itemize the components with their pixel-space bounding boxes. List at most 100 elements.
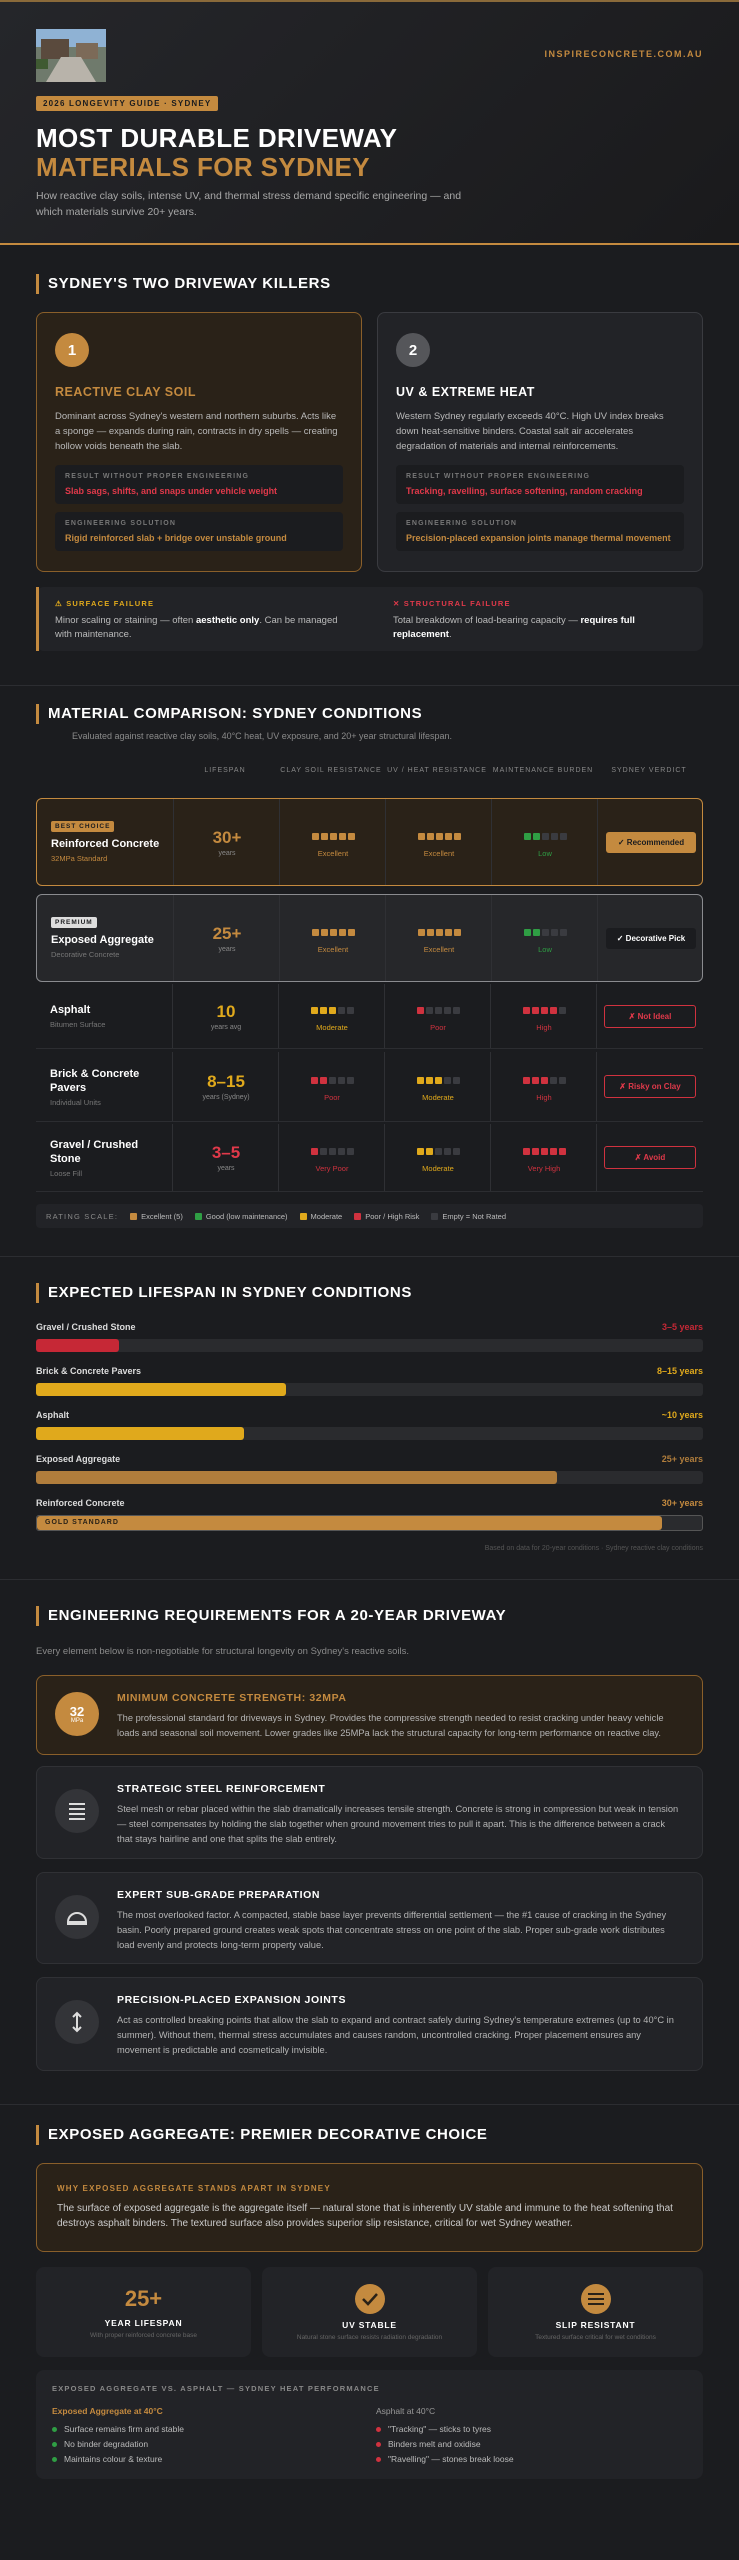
table-row: Gravel / Crushed Stone Loose Fill 3–5 years… [36, 1124, 703, 1192]
maintenance-cell: Low [492, 895, 598, 981]
scale-swatch [299, 1212, 307, 1220]
cell-divider [491, 895, 492, 981]
solution-label: ENGINEERING SOLUTION [65, 520, 177, 527]
icon [55, 1789, 99, 1833]
column-header: CLAY SOIL RESISTANCE [280, 767, 382, 774]
bar-value-label: 8–15 years [656, 1366, 703, 1376]
versus-text: "Tracking" — sticks to tyres [388, 2424, 492, 2434]
bar-track [36, 1471, 703, 1484]
right-title: Asphalt at 40°C [376, 2406, 436, 2416]
rating-squares [416, 1001, 461, 1019]
cell-divider [384, 1052, 385, 1121]
rating-square [310, 1006, 318, 1014]
material-note: Individual Units [50, 1097, 101, 1107]
lifespan-value: 10 [216, 1001, 236, 1021]
rating-square [417, 928, 425, 936]
verdict: ✗ Not Ideal [604, 1004, 696, 1028]
rating-square [320, 928, 328, 936]
scale-item: Poor / High Risk [354, 1212, 419, 1221]
lifespan-value: 30+ [212, 827, 242, 847]
icon-glyph [72, 2011, 82, 2033]
clay-cell: Excellent [280, 799, 386, 885]
rating-square [559, 832, 567, 840]
title-line-1: MOST DURABLE DRIVEWAY [36, 123, 398, 153]
stat-note: Textured surface critical for wet condit… [535, 2333, 656, 2341]
verdict: ✗ Risky on Clay [604, 1075, 696, 1098]
clay-cell: Moderate [279, 984, 385, 1048]
cell-divider [490, 984, 491, 1048]
solution-label: ENGINEERING SOLUTION [406, 520, 518, 527]
rating-square [320, 832, 328, 840]
versus-item: "Tracking" — sticks to tyres [376, 2424, 491, 2434]
rating-squares [416, 1071, 461, 1089]
stat-card: UV STABLE Natural stone surface resists r… [262, 2267, 477, 2357]
cell-divider [172, 984, 173, 1048]
bar-label: Asphalt [36, 1410, 70, 1420]
rating-square [319, 1077, 327, 1084]
solution-text: Rigid reinforced slab + bridge over unst… [65, 533, 287, 543]
bullet [52, 2441, 57, 2447]
scale-item: Moderate [299, 1212, 342, 1221]
bar-value-label: ~10 years [661, 1410, 703, 1420]
rating-square [425, 1148, 433, 1155]
icon: 32 MPa [55, 1692, 99, 1736]
rating-square [310, 1148, 318, 1155]
clay-cell: Excellent [280, 895, 386, 981]
result-box: RESULT WITHOUT PROPER ENGINEERING Slab sa… [55, 465, 343, 504]
uv-cell: Excellent [386, 895, 492, 981]
maintenance-cell: High [491, 984, 597, 1048]
solution-text: Precision-placed expansion joints manage… [406, 533, 671, 543]
material-name: Exposed Aggregate [51, 934, 154, 946]
rating-square [549, 1006, 557, 1014]
card-body: Western Sydney regularly exceeds 40°C. H… [396, 411, 664, 452]
card-body: Dominant across Sydney's western and nor… [55, 411, 338, 452]
solution-box: ENGINEERING SOLUTION Precision-placed exp… [396, 512, 684, 551]
text: . [448, 629, 452, 640]
cell-divider [385, 799, 386, 885]
column-header: UV / HEAT RESISTANCE [387, 767, 487, 774]
rating-square [435, 832, 443, 840]
rating-square [549, 1077, 557, 1084]
uv-cell: Moderate [385, 1052, 491, 1121]
failure-title: ⚠ SURFACE FAILURE [55, 599, 155, 608]
icon-unit: MPa [70, 1717, 84, 1724]
rating-square [426, 832, 434, 840]
column-header: LIFESPAN [204, 767, 246, 774]
rating-square [558, 1077, 566, 1084]
stat-note: With proper reinforced concrete base [90, 2331, 197, 2339]
clay-cell: Poor [279, 1052, 385, 1121]
rating-square [346, 1006, 354, 1014]
text: Minor scaling or staining — often [55, 615, 196, 626]
rating-label: Moderate [316, 1022, 348, 1032]
cell-divider [385, 895, 386, 981]
scale-swatch [130, 1212, 138, 1220]
rating-square [453, 832, 461, 840]
verdict: ✓ Decorative Pick [606, 927, 696, 949]
maintenance-cell: High [491, 1052, 597, 1121]
bar [36, 1427, 245, 1440]
rating-square [531, 1006, 539, 1014]
bar-label: Exposed Aggregate [36, 1454, 121, 1464]
table-row: Brick & Concrete Pavers Individual Units 8… [36, 1052, 703, 1122]
section-title: EXPECTED LIFESPAN IN SYDNEY CONDITIONS [36, 1283, 412, 1303]
rating-square [559, 928, 567, 936]
rating-square [338, 832, 346, 840]
rating-square [523, 928, 531, 936]
table-row: Asphalt Bitumen Surface 10 years avg Moderat… [36, 984, 703, 1049]
bar-track [36, 1339, 703, 1352]
section-title: SYDNEY'S TWO DRIVEWAY KILLERS [36, 274, 331, 294]
scale-label: RATING SCALE: [46, 1211, 119, 1221]
rating-square [523, 832, 531, 840]
column-header: SYDNEY VERDICT [611, 767, 687, 774]
left-title: Exposed Aggregate at 40°C [52, 2406, 163, 2416]
stat-card: 25+ YEAR LIFESPAN With proper reinforced c… [36, 2267, 251, 2357]
icon-value: 32 [69, 1703, 85, 1719]
scale-item: Excellent (5) [130, 1212, 183, 1221]
header-subtitle: How reactive clay soils, intense UV, and… [36, 190, 462, 218]
cell-divider [172, 1124, 173, 1191]
cell-divider [279, 895, 280, 981]
lifespan-value: 8–15 [207, 1072, 245, 1091]
rating-square [425, 1077, 433, 1084]
rating-square [532, 832, 540, 840]
